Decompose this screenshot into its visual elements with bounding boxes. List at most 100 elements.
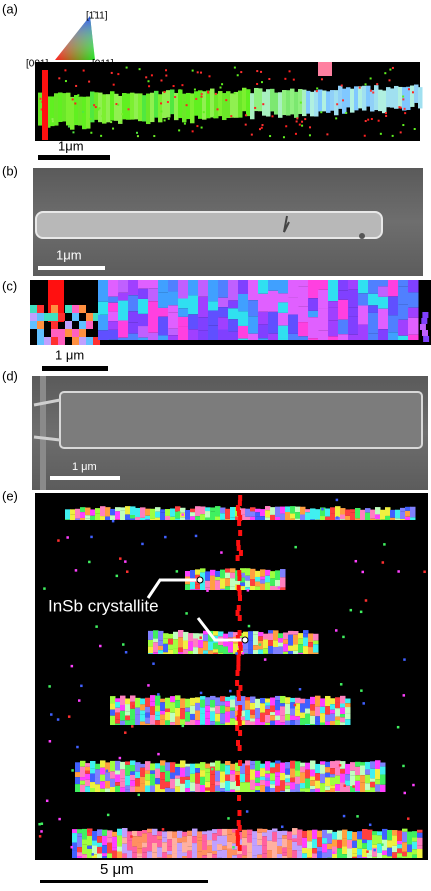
grain [238, 760, 242, 766]
grain [158, 650, 164, 653]
grain [265, 771, 271, 774]
grain [270, 781, 276, 784]
grain [328, 280, 339, 301]
grain [270, 788, 276, 792]
grain [250, 517, 256, 520]
speckle [360, 689, 363, 692]
grain [86, 313, 93, 321]
speckle [77, 94, 79, 96]
grain [412, 842, 418, 849]
grain [236, 555, 240, 561]
grain [132, 836, 138, 846]
speckle [256, 83, 258, 85]
speckle [88, 81, 90, 83]
speckle [360, 611, 363, 614]
grain [42, 70, 48, 140]
grain [108, 312, 119, 322]
grain [340, 717, 346, 722]
grain [85, 515, 91, 518]
speckle [350, 609, 353, 612]
grain [275, 710, 281, 715]
grain [287, 840, 293, 849]
grain [348, 317, 359, 335]
grain [315, 764, 321, 773]
speckle [320, 111, 322, 113]
grain [246, 89, 251, 116]
grain [260, 780, 266, 785]
grain [105, 788, 111, 792]
grain [258, 280, 269, 294]
grain [273, 640, 279, 647]
grain [283, 639, 289, 644]
grain [165, 762, 171, 771]
grain [347, 831, 353, 840]
grain [245, 710, 251, 720]
grain [352, 848, 358, 853]
grain [145, 519, 151, 520]
speckle [192, 70, 194, 72]
grain [278, 326, 289, 339]
grain [187, 851, 193, 858]
grain [295, 698, 301, 703]
grain [51, 337, 58, 345]
grain [232, 855, 238, 858]
grain [178, 630, 184, 637]
grain [245, 509, 251, 517]
grain [192, 829, 198, 837]
grain [155, 518, 161, 520]
grain [272, 828, 278, 831]
grain [98, 302, 109, 315]
grain [305, 724, 311, 725]
speckle [281, 826, 284, 829]
grain [170, 762, 176, 772]
grain [280, 780, 286, 790]
grain [218, 631, 224, 636]
grain [182, 853, 188, 856]
speckle [373, 849, 376, 852]
grain [285, 782, 291, 785]
grain [180, 719, 186, 725]
grain [200, 696, 206, 700]
grain [140, 507, 146, 518]
speckle [201, 127, 203, 129]
grain [115, 719, 121, 723]
grain [310, 789, 316, 792]
grain [290, 519, 296, 520]
grain [168, 335, 179, 340]
grain [137, 857, 143, 858]
grain [180, 517, 186, 520]
grain [330, 704, 336, 710]
grain [412, 849, 418, 854]
grain [245, 765, 251, 774]
grain [260, 764, 266, 768]
grain [168, 313, 179, 329]
grain [190, 509, 196, 513]
grain [295, 761, 301, 770]
grain [265, 698, 271, 702]
grain [222, 846, 228, 850]
grain [172, 831, 178, 838]
grain [307, 841, 313, 848]
grain [165, 698, 171, 709]
grain [157, 831, 163, 836]
grain [270, 571, 276, 578]
grain [234, 92, 239, 118]
grain [368, 294, 379, 305]
grain [168, 305, 179, 312]
grain [320, 698, 326, 706]
grain [137, 853, 143, 856]
grain [280, 773, 286, 780]
grain [170, 696, 176, 702]
speckle [181, 513, 184, 516]
grain [118, 320, 129, 337]
grain [262, 846, 268, 854]
grain [77, 856, 83, 858]
grain [312, 830, 318, 839]
speckle [119, 557, 122, 560]
grain [230, 93, 235, 117]
speckle [261, 81, 263, 83]
grain [417, 849, 423, 858]
grain [408, 308, 419, 318]
grain [168, 634, 174, 639]
grain [122, 837, 128, 843]
